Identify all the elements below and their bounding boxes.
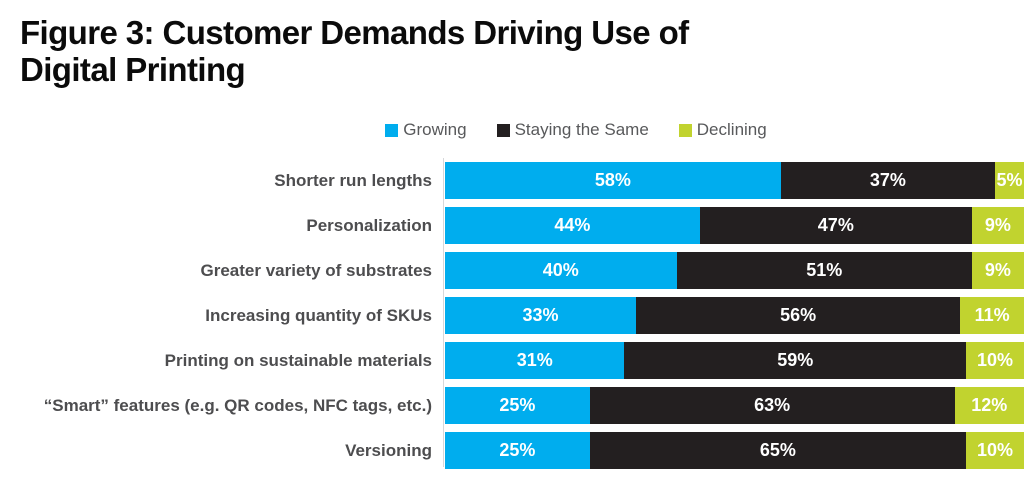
y-axis-line bbox=[443, 158, 444, 467]
bar-segment-staying-the-same: 56% bbox=[636, 297, 961, 334]
bar-segment-growing: 25% bbox=[445, 432, 590, 469]
figure-title: Figure 3: Customer Demands Driving Use o… bbox=[20, 14, 1024, 88]
legend-label: Staying the Same bbox=[514, 120, 649, 139]
stacked-bar: 25% 65% 10% bbox=[445, 432, 1024, 469]
segment-value-label: 12% bbox=[971, 395, 1008, 415]
legend-swatch-declining bbox=[678, 123, 692, 137]
segment-value-label: 65% bbox=[759, 440, 796, 460]
bar-segment-growing: 58% bbox=[445, 162, 781, 199]
legend-item-growing: Growing bbox=[385, 120, 467, 140]
segment-value-label: 5% bbox=[996, 170, 1023, 190]
category-label: “Smart” features (e.g. QR codes, NFC tag… bbox=[43, 395, 432, 415]
bar-segment-growing: 33% bbox=[445, 297, 637, 334]
figure-title-line-2: Digital Printing bbox=[20, 51, 246, 88]
category-label: Versioning bbox=[345, 440, 432, 460]
segment-value-label: 59% bbox=[777, 350, 814, 370]
bar-row: Shorter run lengths 58% 37% 5% bbox=[0, 158, 1024, 203]
legend-label: Growing bbox=[403, 120, 467, 139]
bar-segment-staying-the-same: 63% bbox=[589, 387, 955, 424]
stacked-bar: 33% 56% 11% bbox=[445, 297, 1024, 334]
bar-segment-staying-the-same: 59% bbox=[624, 342, 967, 379]
stacked-bar: 40% 51% 9% bbox=[445, 252, 1024, 289]
legend-item-staying-the-same: Staying the Same bbox=[496, 120, 649, 140]
bar-segment-declining: 11% bbox=[960, 297, 1024, 334]
bar-row: Greater variety of substrates 40% 51% 9% bbox=[0, 248, 1024, 293]
bar-segment-staying-the-same: 65% bbox=[589, 432, 967, 469]
category-label: Personalization bbox=[306, 215, 432, 235]
segment-value-label: 40% bbox=[542, 260, 579, 280]
category-label: Shorter run lengths bbox=[274, 170, 432, 190]
legend-swatch-staying-the-same bbox=[496, 123, 510, 137]
bar-segment-declining: 10% bbox=[966, 342, 1024, 379]
segment-value-label: 10% bbox=[977, 350, 1014, 370]
segment-value-label: 9% bbox=[984, 260, 1011, 280]
stacked-bar: 58% 37% 5% bbox=[445, 162, 1024, 199]
segment-value-label: 33% bbox=[522, 305, 559, 325]
bar-segment-declining: 5% bbox=[995, 162, 1024, 199]
bar-row: Personalization 44% 47% 9% bbox=[0, 203, 1024, 248]
segment-value-label: 25% bbox=[499, 395, 536, 415]
bar-segment-declining: 9% bbox=[971, 252, 1024, 289]
category-label: Printing on sustainable materials bbox=[164, 350, 432, 370]
chart-legend: Growing Staying the Same Declining bbox=[64, 120, 1024, 140]
category-label: Greater variety of substrates bbox=[200, 260, 433, 280]
bar-segment-declining: 12% bbox=[954, 387, 1024, 424]
segment-value-label: 31% bbox=[516, 350, 553, 370]
stacked-bar-chart: Shorter run lengths 58% 37% 5% Personalizati… bbox=[0, 158, 1024, 473]
figure-title-line-1: Figure 3: Customer Demands Driving Use o… bbox=[20, 14, 689, 51]
bar-segment-staying-the-same: 47% bbox=[699, 207, 972, 244]
segment-value-label: 56% bbox=[780, 305, 817, 325]
stacked-bar: 31% 59% 10% bbox=[445, 342, 1024, 379]
segment-value-label: 44% bbox=[554, 215, 591, 235]
category-label: Increasing quantity of SKUs bbox=[205, 305, 432, 325]
bar-segment-growing: 31% bbox=[445, 342, 625, 379]
segment-value-label: 63% bbox=[754, 395, 791, 415]
bar-row: Versioning 25% 65% 10% bbox=[0, 428, 1024, 473]
figure-page: Figure 3: Customer Demands Driving Use o… bbox=[0, 14, 1024, 485]
legend-label: Declining bbox=[696, 120, 767, 139]
segment-value-label: 11% bbox=[974, 305, 1010, 325]
bar-segment-staying-the-same: 37% bbox=[780, 162, 996, 199]
legend-item-declining: Declining bbox=[678, 120, 767, 140]
bar-segment-declining: 10% bbox=[966, 432, 1024, 469]
stacked-bar: 44% 47% 9% bbox=[445, 207, 1024, 244]
stacked-bar: 25% 63% 12% bbox=[445, 387, 1024, 424]
bar-segment-growing: 25% bbox=[445, 387, 590, 424]
bar-segment-growing: 40% bbox=[445, 252, 677, 289]
bar-segment-growing: 44% bbox=[445, 207, 700, 244]
segment-value-label: 9% bbox=[984, 215, 1011, 235]
segment-value-label: 51% bbox=[806, 260, 843, 280]
bar-segment-declining: 9% bbox=[971, 207, 1024, 244]
segment-value-label: 58% bbox=[594, 170, 631, 190]
legend-swatch-growing bbox=[385, 123, 399, 137]
segment-value-label: 37% bbox=[869, 170, 906, 190]
segment-value-label: 47% bbox=[817, 215, 854, 235]
segment-value-label: 25% bbox=[499, 440, 536, 460]
bar-segment-staying-the-same: 51% bbox=[676, 252, 972, 289]
bar-row: “Smart” features (e.g. QR codes, NFC tag… bbox=[0, 383, 1024, 428]
bar-row: Increasing quantity of SKUs 33% 56% 11% bbox=[0, 293, 1024, 338]
segment-value-label: 10% bbox=[977, 440, 1014, 460]
bar-row: Printing on sustainable materials 31% 59% 1… bbox=[0, 338, 1024, 383]
